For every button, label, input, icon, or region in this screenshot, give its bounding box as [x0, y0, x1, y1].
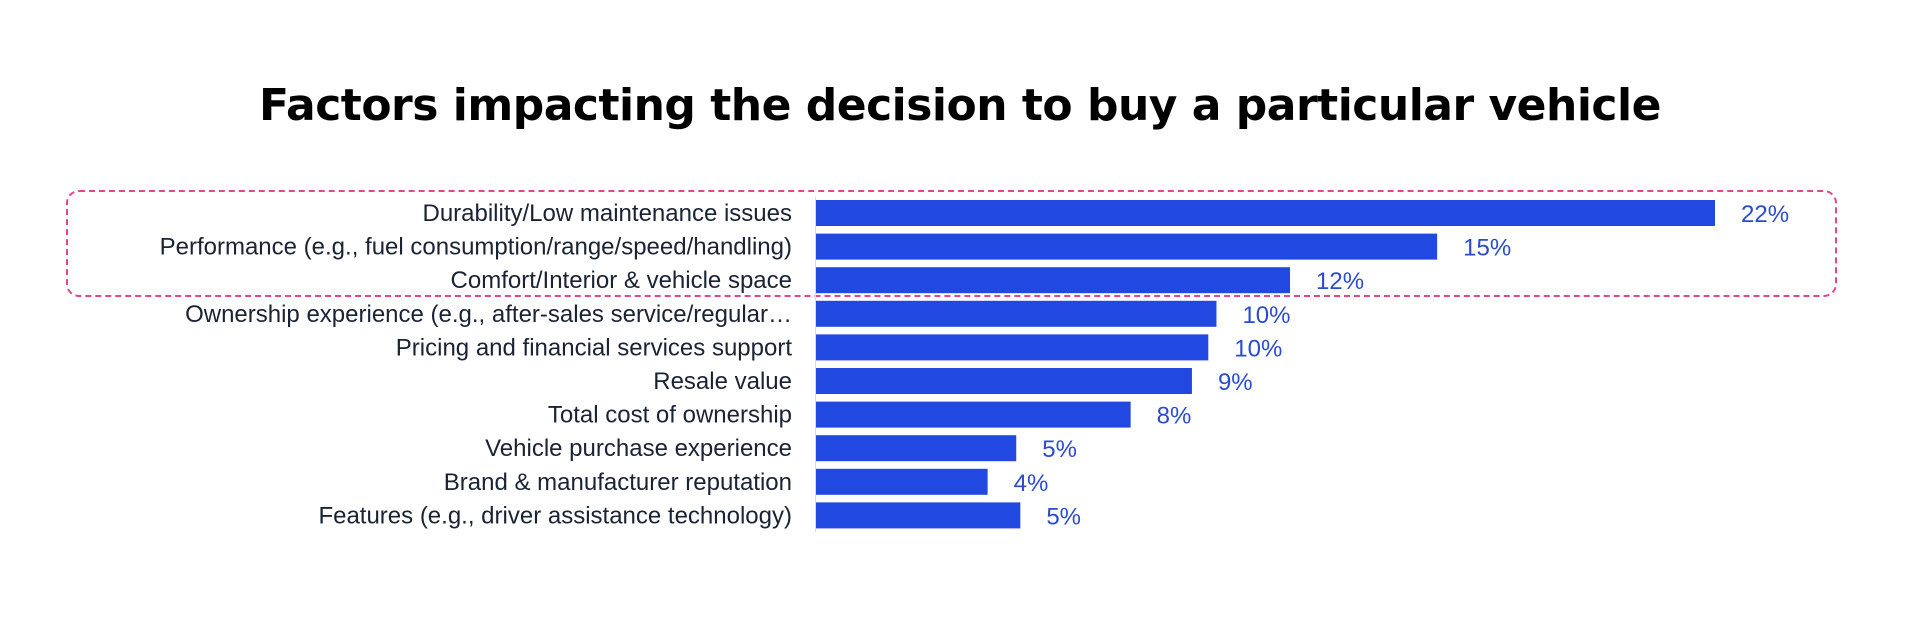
data-labels: 22% 15% 12% 10% 10% 9% 8% 5% 4% 5%: [1014, 201, 1789, 530]
highlight-box-top-factors: [66, 190, 1837, 297]
bars: [816, 200, 1715, 529]
bar: [816, 468, 988, 495]
data-label: 10%: [1234, 335, 1282, 362]
bar: [816, 502, 1021, 529]
data-label: 5%: [1046, 503, 1081, 530]
data-label: 4%: [1014, 470, 1049, 497]
bar: [816, 334, 1209, 361]
data-label: 5%: [1042, 436, 1077, 463]
category-label: Durability/Low maintenance issues: [422, 200, 792, 227]
category-label: Comfort/Interior & vehicle space: [451, 267, 792, 294]
category-label: Brand & manufacturer reputation: [444, 469, 792, 496]
data-label: 12%: [1316, 268, 1364, 295]
bar: [816, 435, 1017, 462]
bar: [816, 401, 1131, 428]
data-label: 9%: [1218, 369, 1253, 396]
category-label: Pricing and financial services support: [396, 334, 793, 361]
bar: [816, 300, 1217, 327]
category-label: Total cost of ownership: [548, 402, 792, 429]
data-label: 8%: [1157, 403, 1192, 430]
category-label: Ownership experience (e.g., after-sales …: [185, 301, 792, 328]
bar: [816, 267, 1291, 294]
category-label: Resale value: [653, 368, 792, 395]
category-labels: Durability/Low maintenance issues Perform…: [160, 200, 793, 529]
data-label: 10%: [1242, 302, 1290, 329]
bar: [816, 233, 1438, 260]
category-label: Vehicle purchase experience: [485, 435, 792, 462]
chart-title: Factors impacting the decision to buy a …: [259, 80, 1661, 131]
category-label: Features (e.g., driver assistance techno…: [318, 502, 792, 529]
bar: [816, 200, 1715, 226]
category-label: Performance (e.g., fuel consumption/rang…: [160, 234, 792, 261]
data-label: 15%: [1463, 235, 1511, 262]
bar: [816, 368, 1192, 394]
data-label: 22%: [1741, 201, 1789, 228]
